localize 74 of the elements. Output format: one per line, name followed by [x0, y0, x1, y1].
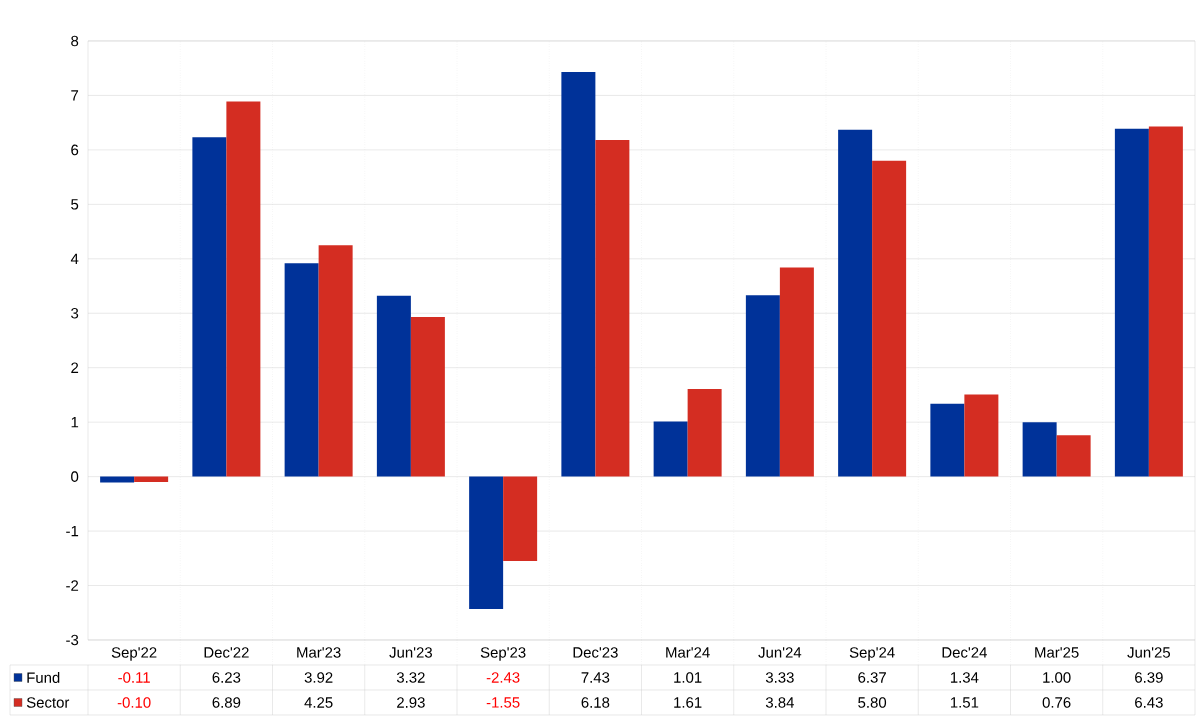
- bar: [100, 476, 135, 483]
- data-label: 1.00: [1043, 672, 1071, 683]
- bar: [1114, 128, 1149, 477]
- bar: [964, 394, 999, 477]
- bar: [1148, 126, 1183, 477]
- bar: [410, 317, 445, 477]
- data-label: 1.61: [674, 697, 702, 708]
- data-label: 4.25: [304, 697, 333, 708]
- bar: [192, 137, 227, 477]
- x-tick-label: Jun'24: [758, 647, 802, 658]
- data-label: 6.23: [212, 672, 241, 683]
- bar: [376, 295, 411, 477]
- bar: [687, 388, 722, 477]
- bar: [503, 476, 538, 562]
- bar: [134, 476, 169, 483]
- x-tick-label: Dec'22: [204, 647, 249, 658]
- x-tick-label: Sep'24: [849, 647, 895, 661]
- data-label: -0.10: [117, 697, 151, 708]
- bar: [838, 129, 873, 477]
- legend-label: Sector: [26, 697, 70, 708]
- data-label: 7.43: [581, 672, 610, 683]
- data-label: 3.84: [765, 697, 794, 708]
- x-tick-label: Mar'23: [297, 647, 341, 658]
- x-tick-label: Jun'25: [1127, 647, 1171, 658]
- bar: [469, 476, 504, 609]
- bar: [930, 403, 965, 477]
- data-label: 1.34: [950, 672, 979, 683]
- y-tick-label: 3: [71, 307, 79, 319]
- bar: [779, 267, 814, 477]
- data-label: 1.01: [674, 672, 702, 683]
- x-tick-label: Mar'24: [666, 647, 710, 658]
- x-tick-label: Sep'23: [480, 647, 526, 661]
- y-tick-label: 5: [71, 199, 79, 210]
- data-label: 0.76: [1042, 697, 1071, 708]
- bar: [318, 245, 353, 477]
- x-tick-label: Dec'24: [942, 647, 987, 658]
- data-label: 3.33: [765, 672, 794, 683]
- data-label: 6.39: [1135, 672, 1163, 683]
- data-label: 6.89: [212, 697, 241, 708]
- y-tick-label: -3: [66, 634, 79, 646]
- y-tick-label: 0: [71, 471, 79, 482]
- y-tick-label: 4: [70, 253, 79, 264]
- data-label: 1.51: [950, 697, 979, 708]
- y-tick-label: -1: [66, 525, 79, 537]
- bar: [872, 160, 907, 477]
- data-label: 3.32: [396, 672, 425, 683]
- data-label: 6.18: [581, 697, 610, 708]
- x-tick-label: Mar'25: [1035, 647, 1079, 658]
- bar: [226, 101, 261, 477]
- data-label: 5.80: [858, 697, 887, 708]
- bar: [653, 421, 688, 477]
- bar: [1056, 435, 1091, 477]
- data-label: 3.92: [304, 672, 333, 683]
- data-label: 6.37: [858, 672, 886, 683]
- y-tick-label: 1: [71, 417, 79, 428]
- bar: [595, 140, 630, 477]
- data-label: -2.43: [486, 672, 520, 683]
- x-tick-label: Sep'22: [111, 647, 157, 661]
- data-label: -1.55: [486, 697, 520, 708]
- legend-label: Fund: [27, 672, 60, 683]
- data-label: -0.11: [118, 672, 150, 683]
- data-label: 2.93: [397, 697, 425, 708]
- y-tick-label: 6: [71, 144, 79, 156]
- y-tick-label: -2: [66, 580, 79, 591]
- y-tick-label: 7: [71, 90, 79, 101]
- x-tick-label: Jun'23: [389, 647, 432, 658]
- bar: [1022, 422, 1057, 477]
- y-tick-label: 2: [71, 362, 79, 373]
- y-tick-label: 8: [71, 35, 79, 47]
- bar: [284, 263, 319, 477]
- bar: [561, 72, 596, 477]
- x-tick-label: Dec'23: [573, 647, 618, 658]
- bar: [745, 295, 780, 477]
- data-label: 6.43: [1135, 697, 1163, 708]
